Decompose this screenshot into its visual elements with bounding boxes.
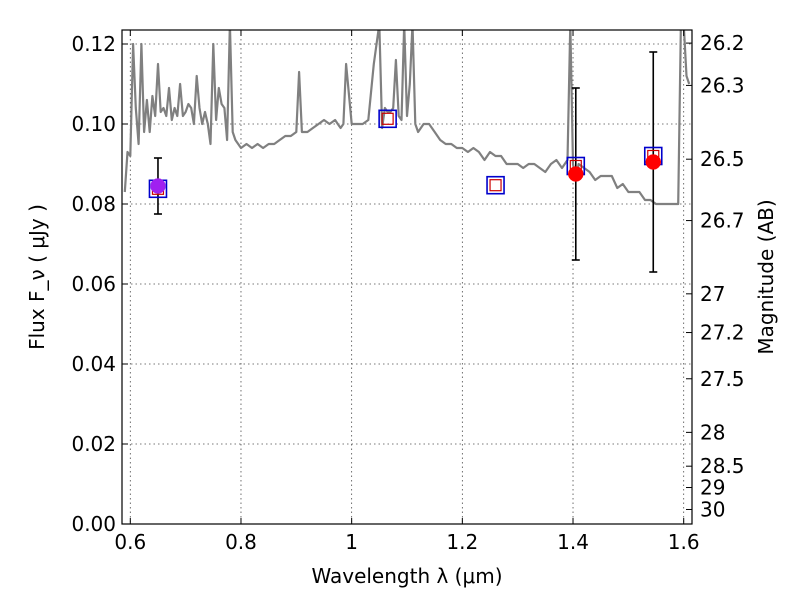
- x-tick-label: 1.2: [446, 530, 478, 554]
- right-tick-label: 26.3: [700, 73, 745, 97]
- model-band-inner: [381, 112, 394, 125]
- right-tick-label: 27.5: [700, 367, 745, 391]
- model-band-inner: [489, 179, 502, 192]
- plot-area: [123, 30, 691, 273]
- right-tick-label: 26.2: [700, 31, 745, 55]
- y-tick-label: 0.06: [71, 272, 116, 296]
- x-tick-label: 1.4: [557, 530, 589, 554]
- right-tick-label: 26.5: [700, 147, 745, 171]
- plot-frame: [121, 29, 693, 525]
- right-tick-label: 28: [700, 420, 725, 444]
- right-tick-label: 29: [700, 476, 725, 500]
- ticks: [122, 30, 692, 525]
- model-spectrum-line: [123, 30, 691, 206]
- model-band-box: [378, 109, 397, 129]
- y-tick-label: 0.12: [71, 32, 116, 56]
- x-tick-label: 0.8: [225, 530, 257, 554]
- right-tick-label: 28.5: [700, 454, 745, 478]
- model-band-box: [486, 175, 505, 195]
- right-axis-label: Magnitude (AB): [754, 199, 778, 354]
- observed-flux-point: [150, 178, 166, 194]
- y-tick-label: 0.00: [71, 512, 116, 536]
- tick-labels: 0.6 0.8 1 1.2 1.4 1.6 0.00 0.02 0.04 0.06 0.08 0.10…: [71, 31, 744, 554]
- x-tick-label: 1.6: [668, 530, 700, 554]
- right-tick-label: 26.7: [700, 209, 745, 233]
- observed-flux-point: [568, 166, 584, 182]
- right-tick-label: 27.2: [700, 321, 745, 345]
- right-tick-label: 30: [700, 497, 725, 521]
- y-tick-label: 0.04: [71, 352, 116, 376]
- y-axis-label: Flux F_ν ( μJy ): [25, 204, 49, 350]
- observed-flux-point: [645, 154, 662, 170]
- y-tick-label: 0.08: [71, 192, 116, 216]
- right-tick-label: 27: [700, 282, 725, 306]
- x-axis-label: Wavelength λ (μm): [311, 564, 502, 588]
- y-tick-label: 0.02: [71, 432, 116, 456]
- y-tick-label: 0.10: [71, 112, 116, 136]
- x-tick-label: 1: [345, 530, 358, 554]
- x-tick-label: 0.6: [114, 530, 146, 554]
